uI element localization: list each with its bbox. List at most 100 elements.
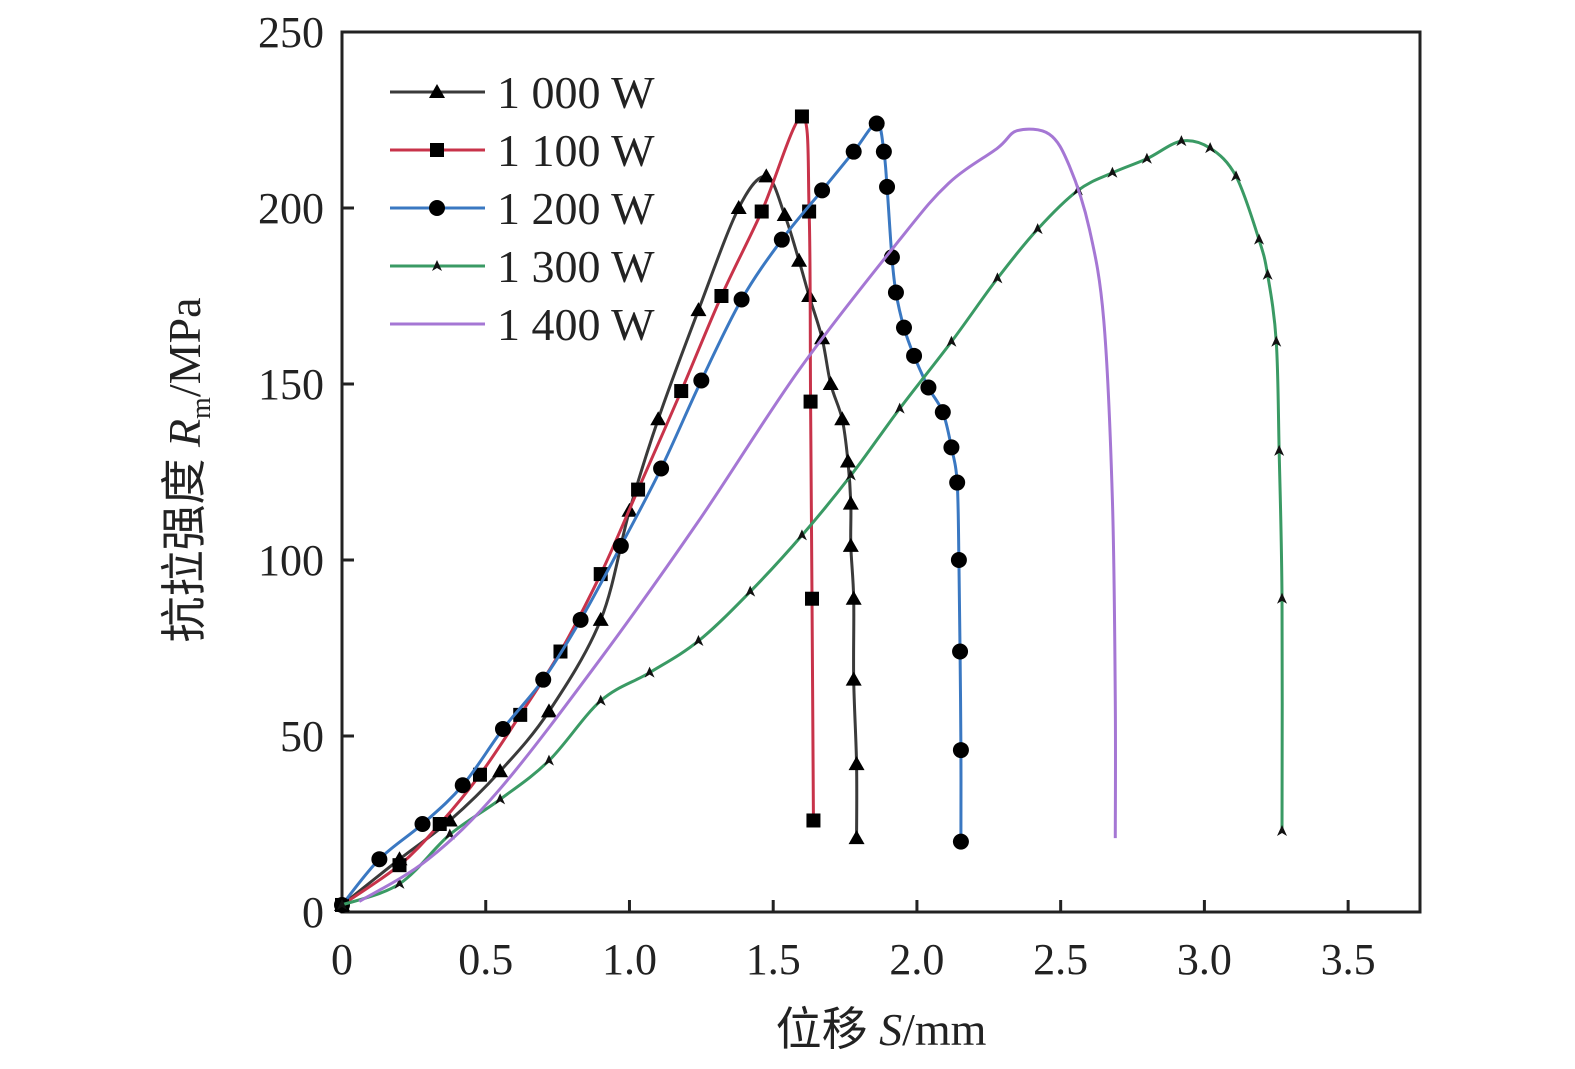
small-triangle-marker	[1262, 268, 1273, 280]
series-line	[358, 127, 1117, 903]
triangle-marker	[842, 537, 859, 552]
square-marker	[631, 482, 646, 497]
x-tick-label: 2.0	[889, 935, 944, 984]
small-triangle-marker	[394, 877, 405, 889]
square-marker	[803, 394, 818, 409]
legend-item: 1 100 W	[390, 125, 655, 176]
triangle-marker	[492, 763, 509, 778]
small-triangle-marker	[543, 754, 554, 766]
series-1400w	[358, 127, 1117, 903]
y-tick-label: 50	[280, 712, 324, 761]
small-triangle-marker	[894, 402, 905, 414]
circle-marker	[494, 720, 511, 737]
y-tick-label: 100	[258, 536, 324, 585]
legend-item: 1 000 W	[390, 67, 655, 118]
square-marker	[674, 384, 689, 399]
circle-marker	[535, 671, 552, 688]
legend-label: 1 300 W	[497, 241, 655, 292]
small-triangle-marker	[845, 469, 856, 481]
triangle-marker	[776, 207, 793, 222]
legend-label: 1 400 W	[497, 299, 655, 350]
x-tick-label: 0.5	[458, 935, 513, 984]
small-triangle-marker	[595, 694, 606, 706]
series-1300w	[337, 135, 1288, 910]
circle-marker	[454, 777, 471, 794]
series-line	[341, 139, 1284, 907]
square-marker	[432, 817, 447, 831]
small-triangle-marker	[495, 793, 506, 805]
triangle-marker	[690, 302, 707, 317]
circle-marker	[879, 178, 896, 195]
circle-marker	[814, 182, 831, 199]
square-marker	[392, 858, 407, 873]
small-triangle-marker	[946, 335, 957, 347]
small-triangle-marker	[1274, 444, 1285, 456]
square-marker	[794, 109, 809, 124]
square-marker	[430, 143, 444, 157]
triangle-marker	[842, 495, 859, 510]
series-group	[334, 109, 1288, 913]
circle-marker	[952, 833, 969, 850]
triangle-marker	[650, 411, 667, 426]
circle-marker	[906, 347, 923, 364]
triangle-marker	[845, 590, 862, 605]
circle-marker	[943, 439, 960, 456]
y-tick-label: 0	[302, 888, 324, 937]
small-triangle-marker	[992, 272, 1003, 284]
circle-marker	[733, 291, 750, 308]
small-triangle-marker	[1205, 142, 1216, 154]
circle-marker	[773, 231, 790, 248]
circle-marker	[875, 143, 892, 160]
small-triangle-marker	[432, 260, 442, 271]
triangle-marker	[592, 611, 609, 626]
triangle-marker	[791, 252, 808, 267]
triangle-marker	[845, 671, 862, 686]
y-tick-label: 150	[258, 360, 324, 409]
circle-marker	[868, 115, 885, 132]
small-triangle-marker	[337, 898, 347, 910]
triangle-marker	[758, 168, 775, 183]
circle-marker	[895, 319, 912, 336]
square-marker	[714, 289, 729, 303]
circle-marker	[429, 200, 445, 216]
circle-marker	[952, 643, 969, 660]
triangle-marker	[540, 703, 557, 718]
series-line	[341, 114, 815, 907]
circle-marker	[887, 284, 904, 301]
square-marker	[472, 767, 487, 782]
small-triangle-marker	[1271, 335, 1282, 347]
circle-marker	[612, 537, 629, 554]
small-triangle-marker	[644, 666, 655, 678]
x-tick-label: 2.5	[1033, 935, 1088, 984]
x-tick-label: 3.5	[1321, 935, 1376, 984]
legend-item: 1 300 W	[390, 241, 655, 292]
circle-marker	[572, 611, 589, 628]
plot-frame	[340, 30, 1422, 914]
small-triangle-marker	[1231, 170, 1242, 182]
triangle-marker	[839, 453, 856, 468]
legend-item: 1 400 W	[390, 299, 655, 350]
small-triangle-marker	[1254, 233, 1265, 245]
x-tick-label: 1.5	[746, 935, 801, 984]
circle-marker	[952, 742, 969, 759]
small-triangle-marker	[1277, 825, 1288, 837]
circle-marker	[653, 460, 670, 477]
small-triangle-marker	[1176, 135, 1187, 147]
series-1200w	[334, 115, 969, 913]
y-tick-label: 250	[258, 8, 324, 57]
legend-item: 1 200 W	[390, 183, 655, 234]
triangle-marker	[730, 200, 747, 214]
circle-marker	[693, 372, 710, 389]
circle-marker	[414, 816, 431, 832]
triangle-marker	[834, 411, 851, 426]
circle-marker	[934, 404, 951, 421]
x-tick-label: 3.0	[1177, 935, 1232, 984]
x-tick-label: 1.0	[602, 935, 657, 984]
square-marker	[754, 204, 769, 219]
legend-label: 1 100 W	[497, 125, 655, 176]
legend-label: 1 000 W	[497, 67, 655, 118]
triangle-marker	[822, 376, 839, 390]
series-1100w	[335, 109, 821, 912]
circle-marker	[950, 552, 967, 568]
